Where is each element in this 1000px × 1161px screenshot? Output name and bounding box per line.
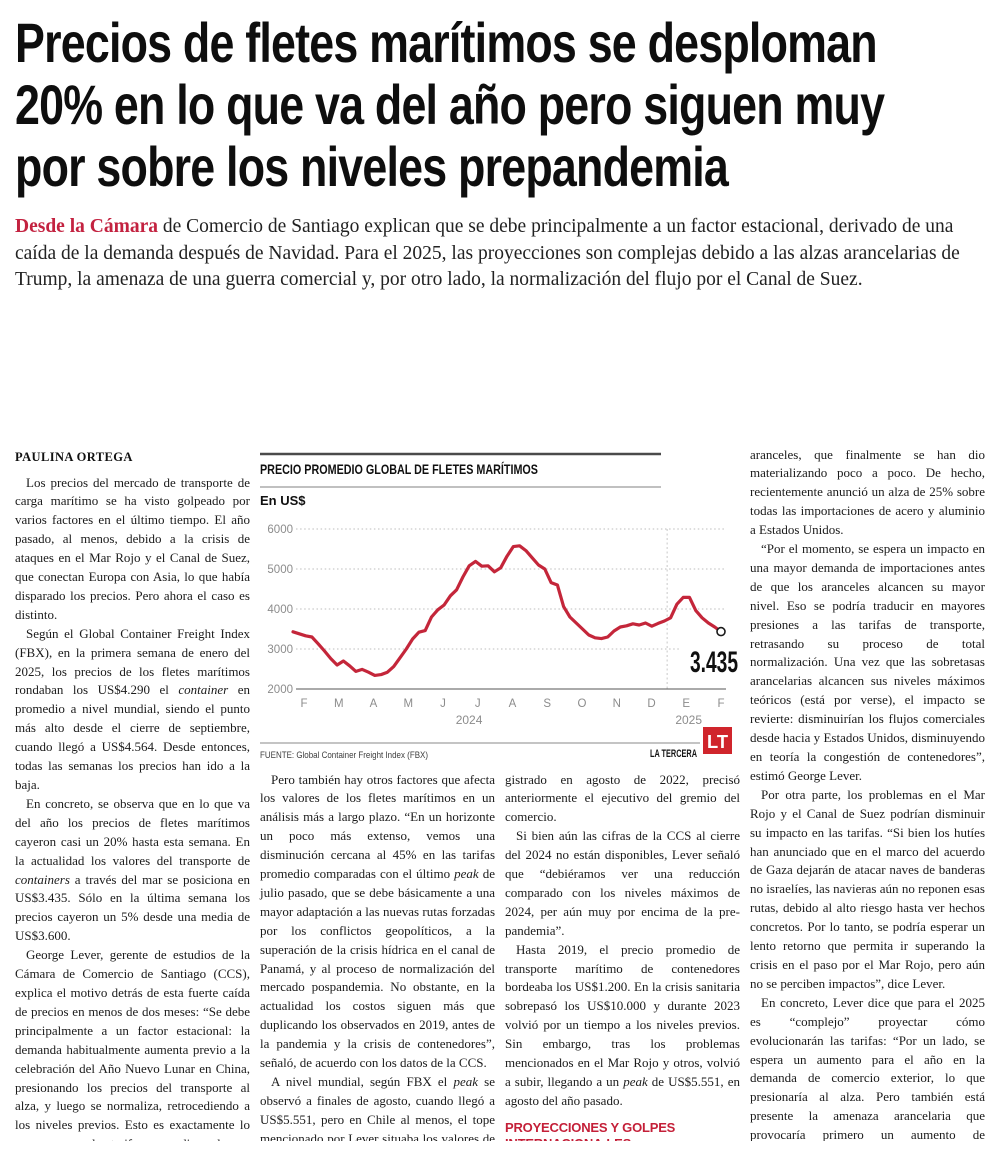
- body-paragraph: Según el Global Container Freight Index …: [15, 625, 250, 792]
- price-line: [291, 543, 723, 677]
- chart-unit-label: En US$: [260, 493, 306, 508]
- x-tick-label: J: [440, 698, 446, 710]
- body-paragraph: Hasta 2019, el precio promedio de transp…: [505, 941, 740, 1108]
- chart-title: PRECIO PROMEDIO GLOBAL DE FLETES MARÍTIM…: [260, 461, 538, 477]
- lt-logo: [703, 726, 732, 754]
- y-tick-label: 4000: [267, 604, 293, 616]
- lead-highlight: Desde la Cámara: [15, 216, 158, 237]
- byline: PAULINA ORTEGA: [15, 449, 133, 464]
- x-tick-label: D: [647, 698, 655, 710]
- lt-logo-text: LT: [707, 732, 728, 752]
- body-paragraph: Pero también hay otros factores que afec…: [260, 771, 495, 1071]
- x-tick-label: A: [370, 698, 378, 710]
- latest-point-marker: [716, 626, 726, 636]
- x-tick-label: S: [543, 698, 551, 710]
- headline-line: por sobre los niveles prepandemia: [15, 135, 729, 198]
- article-column-4: aranceles, que finalmente se han dio mat…: [750, 446, 985, 1141]
- headline-line: 20% en lo que va del año pero siguen muy: [15, 73, 885, 136]
- x-tick-label: F: [300, 698, 307, 710]
- body-paragraph: Los precios del mercado de transporte de…: [15, 474, 250, 622]
- freight-price-chart: PRECIO PROMEDIO GLOBAL DE FLETES MARÍTIM…: [260, 446, 740, 771]
- x-tick-label: M: [403, 698, 413, 710]
- year-label-2025: 2025: [675, 713, 702, 727]
- body-paragraph: Por otra parte, los problemas en el Mar …: [750, 786, 985, 991]
- headline-line: Precios de fletes marítimos se desploman: [15, 11, 878, 74]
- body-paragraph: gistrado en agosto de 2022, precisó ante…: [505, 771, 740, 825]
- x-tick-label: E: [682, 698, 690, 710]
- y-tick-label: 2000: [267, 684, 293, 696]
- body-paragraph: George Lever, gerente de estudios de la …: [15, 947, 250, 1140]
- lead-text: de Comercio de Santiago explican que se …: [15, 216, 960, 290]
- section-subhead: PROYECCIONES Y GOLPES INTERNACIONA-LES: [505, 1119, 676, 1141]
- chart-canvas: PRECIO PROMEDIO GLOBAL DE FLETES MARÍTIM…: [260, 452, 738, 761]
- x-tick-label: F: [717, 698, 724, 710]
- body-paragraph: Si bien aún las cifras de la CCS al cier…: [505, 828, 740, 938]
- year-label-2024: 2024: [456, 713, 483, 727]
- article-column-1: PAULINA ORTEGA Los precios del mercado d…: [15, 446, 250, 1141]
- article-middle-block: PRECIO PROMEDIO GLOBAL DE FLETES MARÍTIM…: [260, 446, 740, 1141]
- x-tick-label: J: [475, 698, 481, 710]
- lead-paragraph: Desde la Cámara de Comercio de Santiago …: [15, 214, 963, 294]
- latest-value-label: 3.435: [690, 646, 738, 679]
- body-paragraph: A nivel mundial, según FBX el peak se ob…: [260, 1074, 495, 1141]
- article-body: PAULINA ORTEGA Los precios del mercado d…: [15, 446, 985, 1141]
- y-tick-label: 5000: [267, 564, 293, 576]
- body-paragraph: “Por el momento, se espera un impacto en…: [750, 541, 985, 783]
- headline: Precios de fletes marítimos se desploman…: [15, 12, 985, 198]
- x-tick-label: M: [334, 698, 344, 710]
- x-tick-label: A: [509, 698, 517, 710]
- x-tick-label: N: [613, 698, 621, 710]
- article-column-3: gistrado en agosto de 2022, precisó ante…: [505, 771, 740, 1141]
- chart-credit: LA TERCERA: [650, 748, 697, 760]
- y-tick-label: 6000: [267, 524, 293, 536]
- x-tick-label: O: [578, 698, 587, 710]
- y-tick-label: 3000: [267, 644, 293, 656]
- value-label-backdrop: [681, 642, 738, 677]
- chart-source: FUENTE: Global Container Freight Index (…: [260, 750, 428, 761]
- body-paragraph: En concreto, Lever dice que para el 2025…: [750, 994, 985, 1141]
- body-paragraph: aranceles, que finalmente se han dio mat…: [750, 446, 985, 538]
- article-column-2: Pero también hay otros factores que afec…: [260, 771, 495, 1141]
- body-paragraph: En concreto, se observa que en lo que va…: [15, 795, 250, 944]
